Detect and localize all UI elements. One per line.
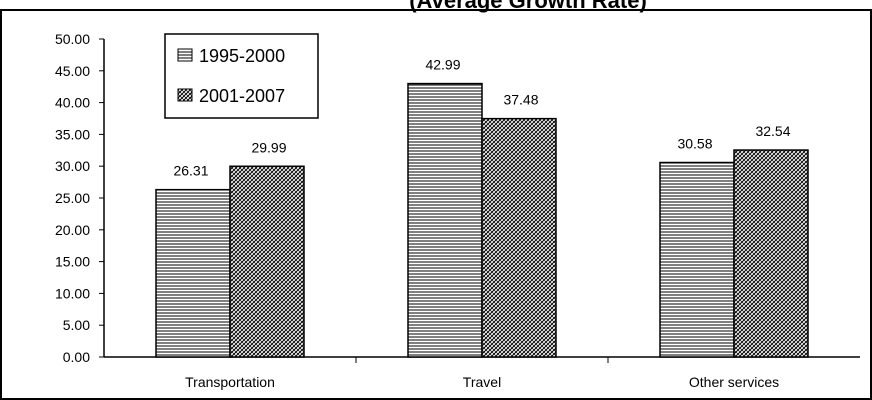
- bar-2001-2007: [229, 165, 305, 358]
- y-tick-label: 25.00: [55, 190, 90, 206]
- x-category-label: Travel: [463, 374, 501, 390]
- x-category-label: Other services: [689, 374, 779, 390]
- y-tick-label: 40.00: [55, 95, 90, 111]
- bar-2001-2007: [481, 117, 557, 358]
- y-tick-label: 15.00: [55, 254, 90, 270]
- legend-swatch-1995-2000: [177, 48, 193, 62]
- y-tick-label: 5.00: [63, 317, 90, 333]
- x-category-label: Transportation: [185, 374, 275, 390]
- bar-1995-2000: [407, 82, 483, 358]
- legend-box: [164, 33, 319, 119]
- data-label: 26.31: [173, 163, 208, 179]
- legend-label-1995-2000: 1995-2000: [199, 46, 285, 66]
- y-tick-label: 30.00: [55, 158, 90, 174]
- legend: 1995-2000 2001-2007: [164, 33, 319, 119]
- legend-label-2001-2007: 2001-2007: [199, 86, 285, 106]
- data-label: 29.99: [251, 139, 286, 155]
- bar-2001-2007: [733, 149, 809, 358]
- data-label: 30.58: [677, 136, 712, 152]
- data-label: 37.48: [503, 92, 538, 108]
- y-tick-label: 35.00: [55, 126, 90, 142]
- y-tick-label: 20.00: [55, 222, 90, 238]
- y-tick-label: 10.00: [55, 285, 90, 301]
- bar-1995-2000: [659, 161, 735, 358]
- y-tick-label: 0.00: [63, 349, 90, 365]
- legend-swatch-2001-2007: [177, 88, 193, 102]
- bar-1995-2000: [155, 188, 231, 358]
- y-tick-label: 50.00: [55, 31, 90, 47]
- data-label: 32.54: [755, 123, 790, 139]
- chart-border: [0, 9, 872, 400]
- y-tick-label: 45.00: [55, 63, 90, 79]
- data-label: 42.99: [425, 57, 460, 73]
- chart-title: (Average Growth Rate): [409, 0, 647, 13]
